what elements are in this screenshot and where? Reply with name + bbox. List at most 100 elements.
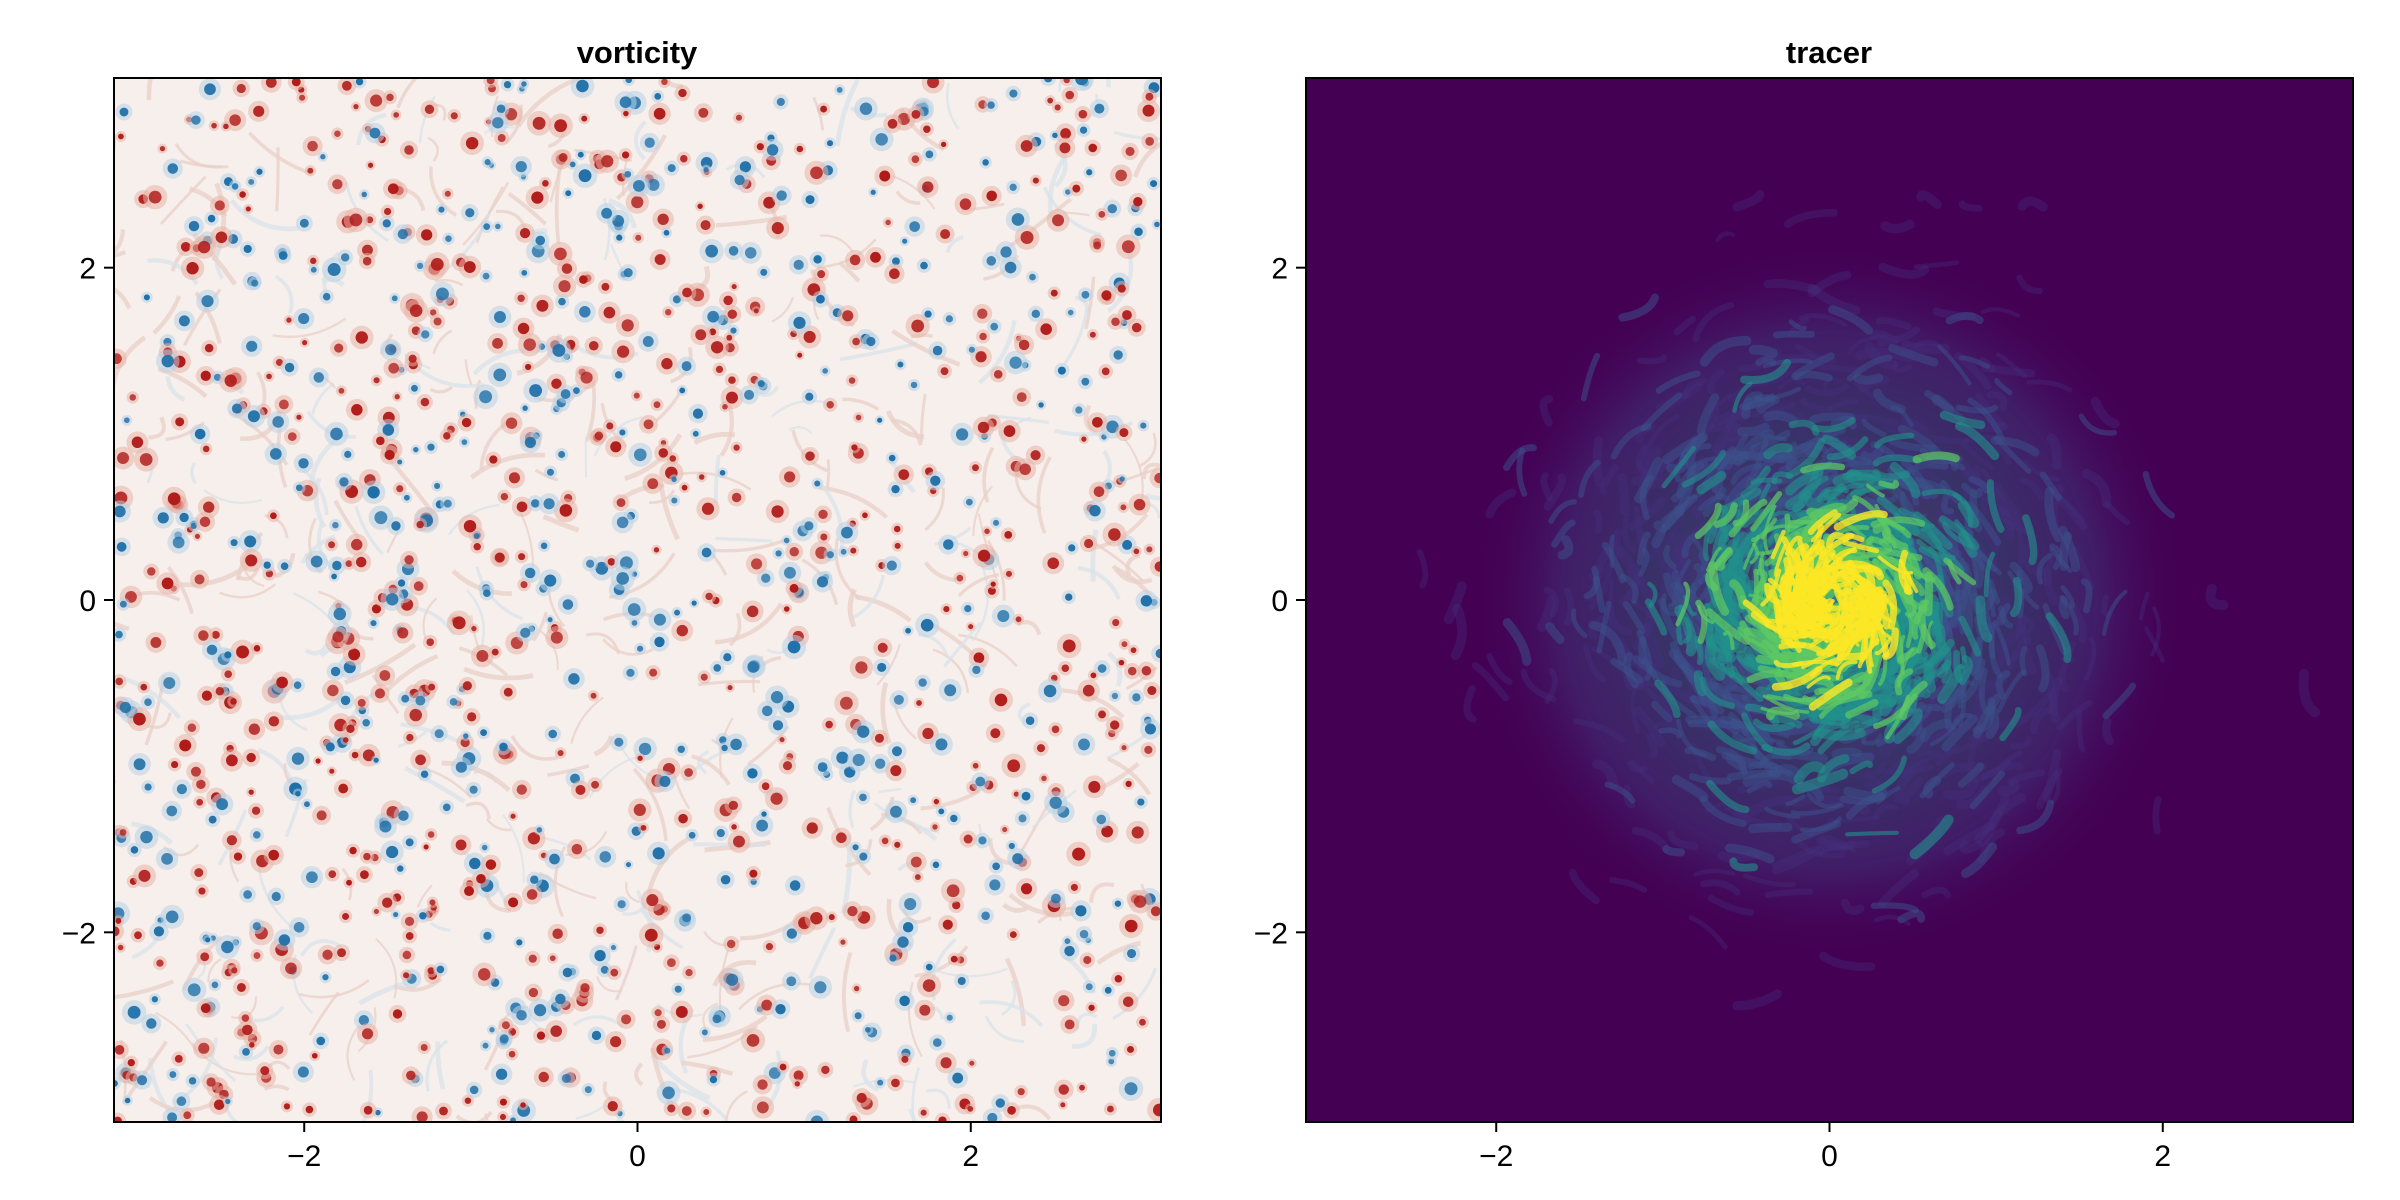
vortex-positive bbox=[590, 692, 597, 699]
vortex-negative bbox=[492, 117, 504, 129]
vortex-positive bbox=[253, 105, 265, 117]
vortex-negative bbox=[375, 1109, 381, 1116]
vorticity-filament bbox=[429, 385, 454, 394]
vortex-negative bbox=[130, 846, 139, 854]
vorticity-filament bbox=[361, 1069, 374, 1122]
tracer-filament bbox=[1746, 780, 1773, 794]
vortex-negative bbox=[599, 851, 612, 863]
tracer-filament bbox=[1623, 652, 1639, 689]
vortex-positive bbox=[260, 1066, 270, 1076]
vorticity-filament bbox=[1096, 940, 1141, 966]
vortex-negative bbox=[619, 96, 632, 109]
vortex-negative bbox=[784, 566, 796, 579]
vortex-positive bbox=[836, 832, 847, 844]
vortex-positive bbox=[653, 401, 661, 409]
vortex-positive bbox=[357, 698, 366, 707]
vortex-negative bbox=[1132, 693, 1141, 702]
vortex-positive bbox=[429, 899, 436, 906]
tracer-filament bbox=[1918, 546, 1948, 567]
vorticity-filament bbox=[926, 1088, 951, 1109]
vortex-negative bbox=[804, 521, 814, 531]
vortex-negative bbox=[176, 1096, 187, 1107]
vortex-positive bbox=[265, 78, 277, 88]
vortex-positive bbox=[633, 392, 640, 399]
vorticity-filament bbox=[841, 951, 853, 1033]
vortex-negative bbox=[166, 805, 178, 817]
tracer-filament bbox=[1877, 326, 1921, 347]
vorticity-filament bbox=[114, 229, 125, 255]
vortex-positive bbox=[644, 928, 658, 942]
vortex-negative bbox=[119, 701, 132, 714]
vortex-positive bbox=[910, 856, 922, 868]
vortex-positive bbox=[229, 114, 241, 126]
vortex-positive bbox=[984, 528, 990, 535]
vortex-negative bbox=[671, 476, 677, 482]
vortex-negative bbox=[116, 541, 127, 552]
vortex-positive bbox=[223, 123, 229, 130]
vortex-negative bbox=[721, 744, 728, 752]
vortex-positive bbox=[580, 983, 590, 993]
tracer-filament bbox=[1520, 668, 1557, 703]
vortex-positive bbox=[971, 464, 979, 472]
vorticity-filament bbox=[547, 764, 590, 777]
vortex-negative bbox=[932, 345, 943, 356]
vortex-positive bbox=[606, 422, 614, 430]
vortex-positive bbox=[1139, 1018, 1146, 1026]
vortex-negative bbox=[413, 446, 419, 453]
vortex-positive bbox=[1060, 1102, 1066, 1108]
vortex-negative bbox=[522, 405, 528, 411]
tracer-filament bbox=[1990, 487, 2015, 542]
tracer-filament bbox=[1725, 843, 1775, 864]
vortex-negative bbox=[157, 512, 169, 524]
vortex-negative bbox=[681, 361, 692, 372]
tracer-filament bbox=[1637, 548, 1650, 577]
vorticity-filament bbox=[615, 134, 667, 201]
vortex-positive bbox=[322, 949, 333, 960]
vortex-negative bbox=[1000, 246, 1012, 258]
vortex-positive bbox=[723, 295, 733, 306]
vorticity-filament bbox=[434, 278, 464, 287]
vortex-negative bbox=[840, 548, 847, 555]
tracer-filament bbox=[1715, 446, 1737, 500]
vortex-positive bbox=[850, 547, 857, 554]
tracer-filament bbox=[1699, 335, 1752, 367]
vortex-negative bbox=[205, 937, 211, 943]
vortex-positive bbox=[654, 1009, 662, 1017]
vortex-negative bbox=[1021, 791, 1031, 801]
vortex-positive bbox=[131, 436, 144, 449]
vorticity-filament bbox=[697, 750, 710, 775]
tracer-filament bbox=[1818, 844, 1857, 856]
vortex-positive bbox=[571, 843, 583, 855]
vortex-negative bbox=[1025, 716, 1035, 725]
vortex-positive bbox=[211, 630, 220, 639]
vortex-positive bbox=[201, 690, 213, 701]
vortex-positive bbox=[1009, 931, 1017, 939]
vortex-negative bbox=[469, 857, 481, 870]
tracer-filament bbox=[1807, 270, 1852, 298]
vortex-positive bbox=[979, 332, 987, 341]
vortex-negative bbox=[284, 362, 295, 373]
vortex-positive bbox=[499, 1098, 507, 1106]
vortex-positive bbox=[427, 967, 435, 975]
tracer-filament bbox=[1960, 842, 1998, 879]
vortex-negative bbox=[910, 381, 918, 389]
vortex-negative bbox=[1038, 402, 1044, 408]
vortex-positive bbox=[972, 762, 979, 769]
tracer-filament bbox=[1878, 479, 1900, 489]
vorticity-filament bbox=[891, 328, 961, 367]
vortex-negative bbox=[925, 150, 934, 159]
vortex-negative bbox=[1140, 595, 1153, 607]
tracer-filament bbox=[1646, 732, 1659, 759]
vortex-negative bbox=[654, 92, 662, 100]
vortex-positive bbox=[1125, 780, 1132, 788]
vorticity-filament bbox=[207, 958, 222, 983]
vortex-positive bbox=[370, 94, 383, 107]
vortex-negative bbox=[891, 484, 900, 494]
vortex-negative bbox=[1097, 664, 1107, 673]
vortex-positive bbox=[1078, 109, 1088, 119]
vortex-negative bbox=[379, 820, 392, 833]
vortex-positive bbox=[439, 1106, 448, 1116]
vortex-negative bbox=[904, 898, 917, 911]
vortex-negative bbox=[416, 262, 424, 270]
tracer-filament bbox=[1805, 491, 1830, 508]
